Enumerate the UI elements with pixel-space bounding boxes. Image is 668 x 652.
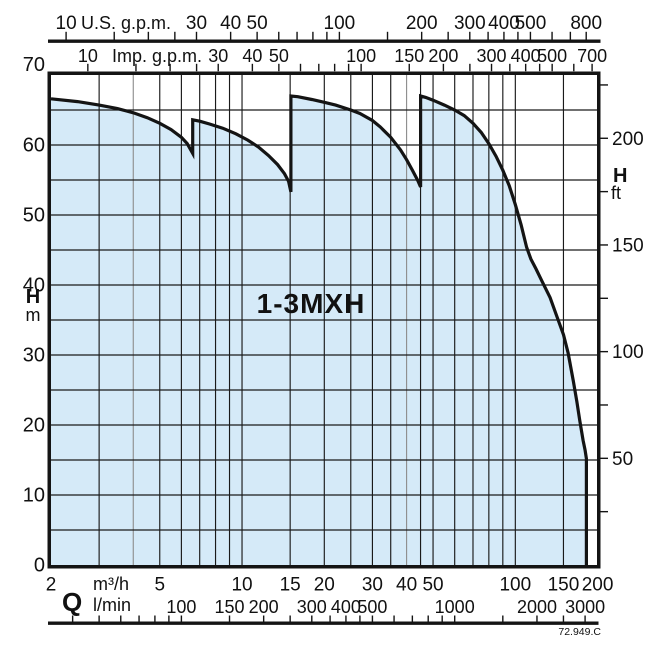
flow-m3h-label-5: 5 [154,575,165,596]
head-m-label-20: 20 [23,415,45,437]
head-axis-unit-ft: ft [611,183,621,203]
flow-axis-unit-m3h: m³/h [93,574,129,594]
plot-border [47,71,601,569]
flow-m3h-label-150: 150 [548,575,580,596]
head-ft-label-200: 200 [612,129,644,150]
imp-gpm-label-100: 100 [346,46,376,66]
flow-lmin-label-300: 300 [297,597,327,617]
flow-m3h-label-10: 10 [231,575,252,596]
imp-gpm-label-150: 150 [394,46,424,66]
flow-lmin-label-1000: 1000 [435,597,475,617]
head-ft-label-100: 100 [612,342,644,363]
flow-axis-unit-lmin: l/min [93,595,131,615]
flow-m3h-label-50: 50 [422,575,443,596]
us-gpm-label-40: 40 [220,13,241,34]
us-gpm-label-100: 100 [324,13,356,34]
flow-lmin-label-2000: 2000 [517,597,557,617]
us-gpm-label-300: 300 [454,13,486,34]
flow-m3h-label-20: 20 [314,575,335,596]
flow-lmin-label-400: 400 [331,597,361,617]
us-gpm-label-50: 50 [247,13,268,34]
head-axis-letter-left: H [26,286,40,308]
flow-lmin-label-100: 100 [166,597,196,617]
us-gpm-label-10: 10 [56,13,77,34]
flow-lmin-label-3000: 3000 [565,597,605,617]
us-gpm-axis-title: U.S. g.p.m. [81,13,171,33]
head-ft-label-150: 150 [612,235,644,256]
head-axis-letter-right: H [613,165,627,187]
us-gpm-label-200: 200 [406,13,438,34]
head-m-label-70: 70 [23,54,45,76]
pump-family-label: 1-3MXH [256,288,366,319]
flow-lmin-label-200: 200 [249,597,279,617]
flow-m3h-label-15: 15 [280,575,301,596]
head-m-label-40: 40 [23,275,45,297]
head-m-label-60: 60 [23,135,45,157]
flow-m3h-label-100: 100 [499,575,531,596]
imp-gpm-label-200: 200 [428,46,458,66]
head-m-label-0: 0 [34,555,45,577]
imp-gpm-axis-title: Imp. g.p.m. [112,46,202,66]
flow-m3h-label-30: 30 [362,575,383,596]
imp-gpm-label-40: 40 [242,46,262,66]
flow-m3h-label-2: 2 [46,575,57,596]
flow-lmin-label-150: 150 [214,597,244,617]
head-m-label-50: 50 [23,205,45,227]
us-gpm-label-400: 400 [488,13,520,34]
imp-gpm-label-400: 400 [511,46,541,66]
drawing-code: 72.949.C [558,626,601,638]
flow-axis-letter: Q [62,587,82,617]
flow-m3h-label-40: 40 [396,575,417,596]
envelope-curve [50,93,588,565]
head-m-label-30: 30 [23,345,45,367]
us-gpm-label-30: 30 [186,13,207,34]
imp-gpm-label-700: 700 [577,46,607,66]
head-ft-label-50: 50 [612,449,633,470]
imp-gpm-label-30: 30 [208,46,228,66]
imp-gpm-label-500: 500 [537,46,567,66]
flow-m3h-label-200: 200 [582,575,614,596]
flow-lmin-label-500: 500 [357,597,387,617]
head-m-label-10: 10 [23,485,45,507]
head-axis-unit-m: m [26,305,41,325]
imp-gpm-label-50: 50 [269,46,289,66]
imp-gpm-label-10: 10 [78,46,98,66]
envelope-area [51,96,587,565]
us-gpm-label-500: 500 [515,13,547,34]
imp-gpm-label-300: 300 [477,46,507,66]
us-gpm-label-800: 800 [570,13,602,34]
